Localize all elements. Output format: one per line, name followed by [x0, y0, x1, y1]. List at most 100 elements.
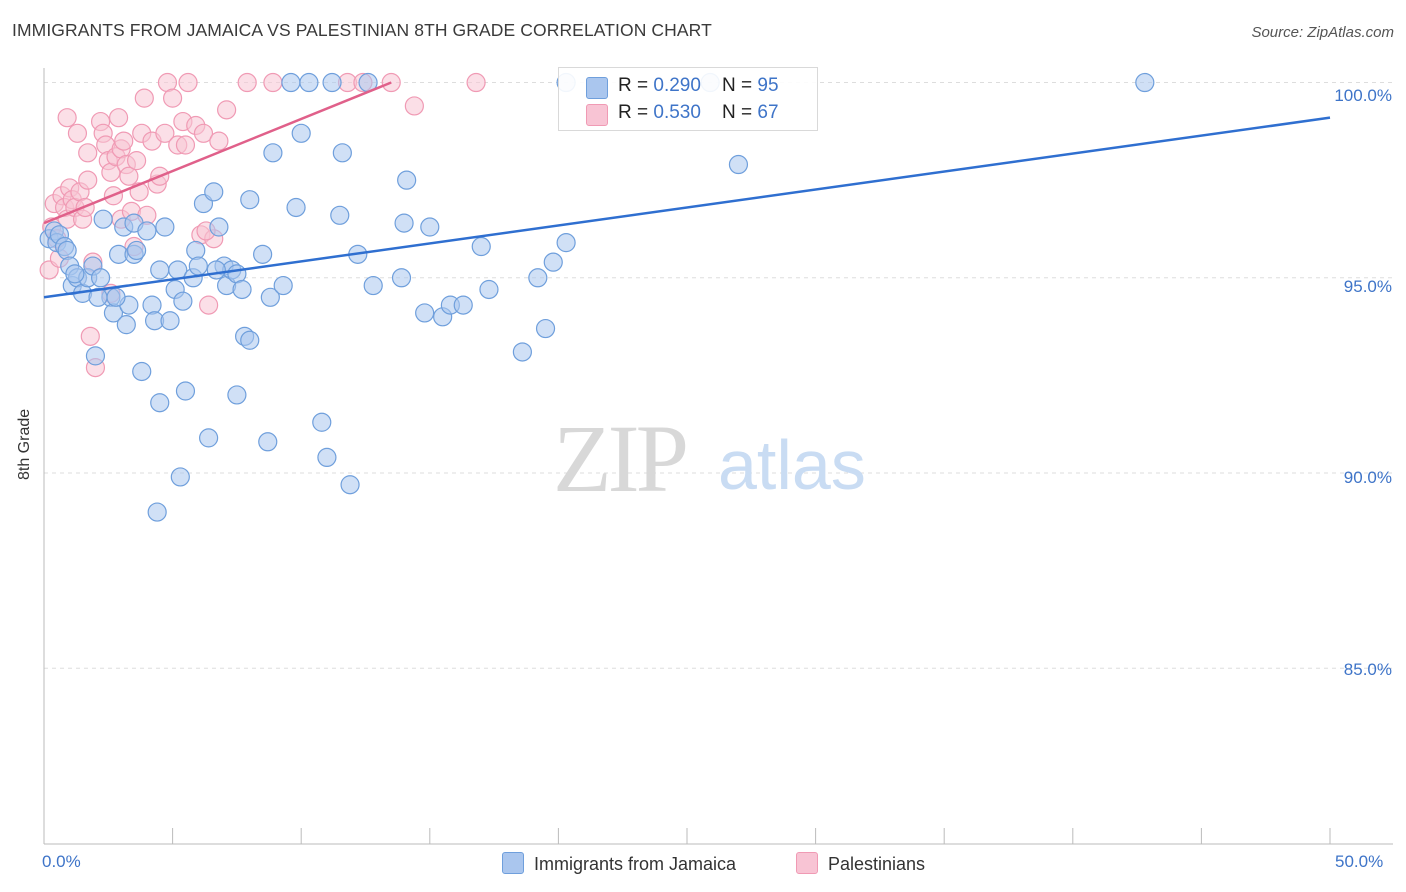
- jamaica-point: [260, 287, 280, 307]
- jamaica-point: [535, 318, 556, 339]
- jamaica-point: [132, 361, 152, 382]
- jamaica-point: [1135, 72, 1155, 93]
- jamaica-point: [57, 240, 77, 261]
- jamaica-point: [397, 170, 417, 190]
- jamaica-point: [281, 72, 301, 93]
- palestinian-point: [209, 131, 229, 151]
- legend-r-value: 0.290: [653, 75, 701, 96]
- jamaica-point: [186, 240, 206, 261]
- jamaica-point: [199, 428, 219, 448]
- bottom-legend-palestinians: Palestinians: [796, 852, 925, 875]
- y-tick-label: 85.0%: [1343, 660, 1392, 679]
- jamaica-point: [106, 287, 126, 307]
- palestinian-point: [193, 123, 214, 143]
- jamaica-point: [90, 268, 111, 288]
- bottom-legend-swatch-blue: [502, 852, 524, 874]
- bottom-legend-label: Immigrants from Jamaica: [534, 854, 737, 874]
- jamaica-point: [65, 264, 85, 284]
- jamaica-point: [137, 221, 157, 241]
- bottom-legend-swatch-pink: [796, 852, 818, 874]
- legend-n-label: N =: [722, 102, 758, 123]
- jamaica-point: [391, 268, 412, 288]
- jamaica-point: [420, 217, 440, 237]
- legend-n-value: 67: [757, 102, 779, 123]
- jamaica-point: [150, 260, 170, 280]
- y-tick-label: 95.0%: [1343, 277, 1392, 296]
- jamaica-point: [204, 182, 224, 202]
- palestinian-point: [217, 100, 237, 120]
- jamaica-point: [85, 346, 106, 366]
- jamaica-point: [340, 475, 360, 495]
- legend-r-label: R =: [618, 102, 654, 123]
- watermark-atlas: atlas: [718, 426, 866, 504]
- jamaica-point: [263, 143, 283, 163]
- jamaica-point: [126, 240, 147, 261]
- jamaica-point: [160, 311, 180, 331]
- jamaica-point: [317, 447, 337, 468]
- jamaica-point: [175, 381, 196, 401]
- jamaica-point: [312, 412, 332, 432]
- jamaica-point: [155, 217, 175, 237]
- palestinian-point: [404, 96, 424, 116]
- palestinian-point: [178, 72, 198, 93]
- jamaica-point: [479, 279, 499, 300]
- jamaica-point: [286, 197, 306, 218]
- legend-swatch-pink: [586, 104, 608, 126]
- jamaica-point: [227, 385, 247, 405]
- jamaica-point: [240, 330, 260, 350]
- palestinian-point: [237, 72, 257, 93]
- jamaica-point: [322, 72, 342, 93]
- jamaica-point: [556, 233, 576, 253]
- legend-r-value: 0.530: [653, 102, 701, 123]
- legend-swatch-blue: [586, 77, 608, 99]
- stats-legend: R = 0.290 N = 95 R = 0.530 N = 67: [558, 67, 818, 131]
- y-tick-label: 100.0%: [1334, 86, 1392, 105]
- jamaica-point: [471, 236, 491, 257]
- y-axis-label: 8th Grade: [16, 408, 33, 480]
- jamaica-point: [188, 256, 208, 276]
- x-tick-label-right: 50.0%: [1335, 852, 1384, 871]
- palestinian-point: [108, 108, 129, 128]
- jamaica-point: [332, 143, 352, 163]
- jamaica-point: [258, 432, 278, 452]
- palestinian-point: [114, 131, 134, 151]
- jamaica-point: [116, 315, 136, 335]
- palestinian-point: [466, 72, 486, 93]
- trend-line: [43, 81, 392, 225]
- jamaica-point: [728, 154, 749, 175]
- palestinian-point: [80, 326, 100, 346]
- jamaica-point: [142, 295, 162, 315]
- jamaica-point: [150, 393, 170, 413]
- source-label: Source: ZipAtlas.com: [1251, 24, 1394, 41]
- palestinian-point: [57, 108, 77, 128]
- bottom-legend-jamaica: Immigrants from Jamaica: [502, 852, 736, 875]
- palestinian-point: [163, 88, 183, 108]
- x-tick-label-left: 0.0%: [42, 852, 81, 871]
- jamaica-point: [394, 213, 414, 233]
- trend-line: [43, 116, 1331, 299]
- legend-n-value: 95: [757, 75, 779, 96]
- watermark-zip: ZIP: [553, 405, 686, 512]
- jamaica-point: [147, 502, 167, 522]
- trend-lines: [43, 81, 1331, 299]
- gridlines: [44, 82, 1393, 669]
- jamaica-point: [273, 275, 293, 296]
- jamaica-point: [330, 205, 350, 225]
- jamaica-point: [453, 295, 473, 315]
- jamaica-point: [170, 467, 190, 487]
- jamaica-point: [232, 279, 252, 300]
- jamaica-point: [415, 303, 435, 323]
- jamaica-point: [512, 342, 532, 362]
- palestinian-point: [78, 143, 98, 163]
- jamaica-point: [291, 123, 311, 143]
- palestinian-point: [119, 166, 139, 186]
- palestinian-point: [263, 72, 283, 93]
- bottom-legend-label: Palestinians: [828, 854, 926, 874]
- y-tick-label: 90.0%: [1343, 468, 1392, 487]
- jamaica-point: [363, 275, 383, 296]
- palestinian-point: [78, 170, 98, 190]
- palestinian-point: [199, 295, 219, 315]
- palestinian-point: [175, 135, 196, 155]
- palestinian-point: [134, 88, 154, 108]
